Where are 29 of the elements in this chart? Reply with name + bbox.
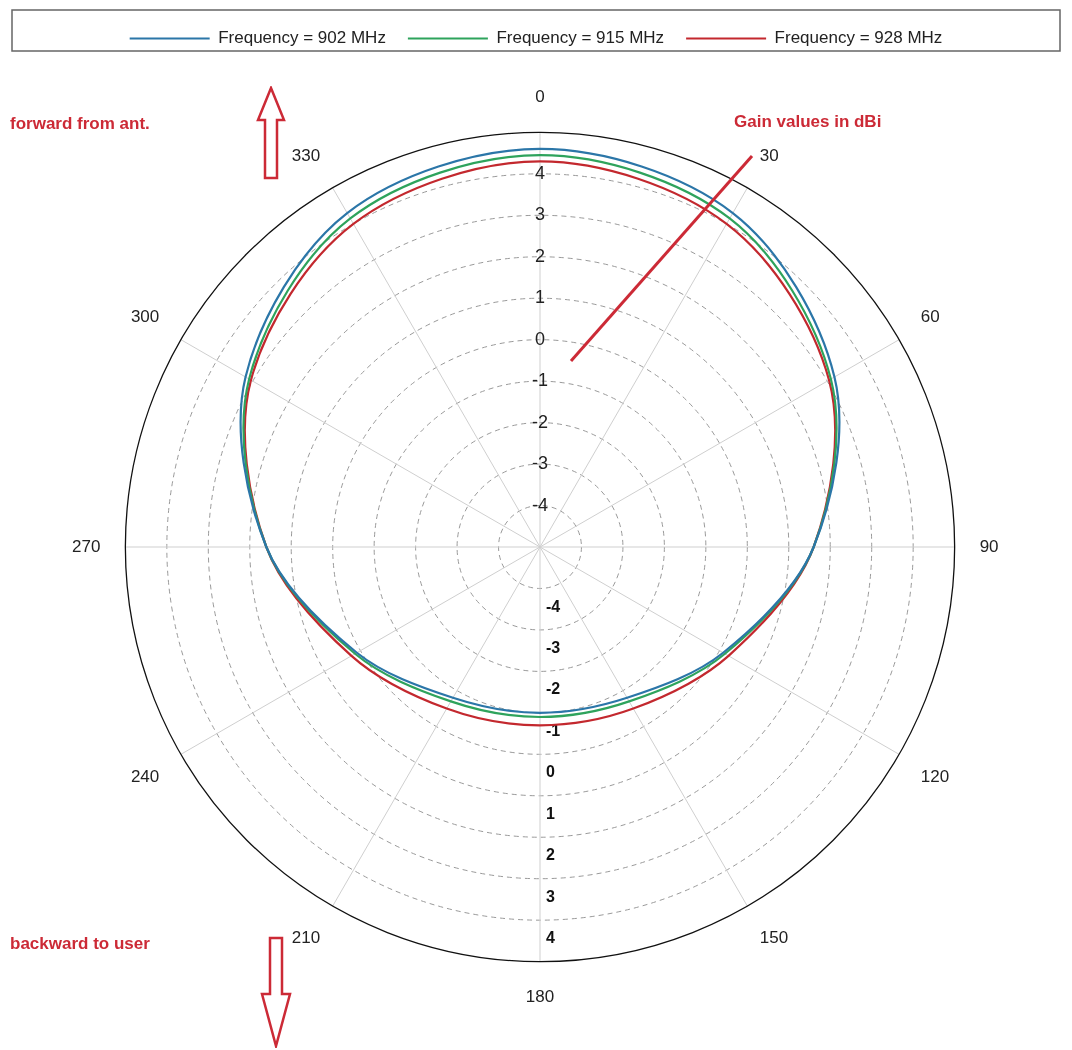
spoke-label: 90	[979, 536, 999, 556]
spoke-label: 210	[291, 927, 321, 947]
text: Gain values in dBi	[734, 112, 882, 132]
legend-label: Frequency = 902 MHz	[218, 28, 386, 48]
text: -3	[546, 638, 561, 656]
spoke-label: 240	[130, 766, 160, 786]
y-tick-label: 2	[534, 245, 546, 266]
y-tick-label: 4	[534, 162, 546, 183]
spoke-label: 180	[525, 986, 555, 1006]
text: forward from ant.	[10, 114, 150, 134]
legend-label: Frequency = 915 MHz	[496, 28, 665, 48]
spoke-label: 330	[291, 145, 321, 165]
y-tick-label: -2	[531, 411, 549, 432]
text: -2	[546, 680, 561, 698]
spoke-label: 300	[130, 306, 160, 326]
legend-label: Frequency = 928 MHz	[774, 28, 943, 48]
text: backward to user	[10, 934, 150, 954]
y-tick-label: -4	[531, 494, 549, 515]
y-tick-label: 1	[534, 287, 546, 308]
y-tick-label: -3	[531, 453, 549, 474]
spoke-label: 120	[920, 766, 950, 786]
spoke-label: 270	[71, 536, 101, 556]
text: -4	[546, 597, 561, 615]
spoke-label: 30	[759, 145, 779, 165]
y-tick-label: 0	[546, 763, 555, 781]
y-tick-label: -1	[531, 370, 549, 391]
spoke-label: 150	[759, 927, 789, 947]
y-tick-label: 3	[534, 204, 546, 225]
spoke-label: 60	[920, 306, 940, 326]
